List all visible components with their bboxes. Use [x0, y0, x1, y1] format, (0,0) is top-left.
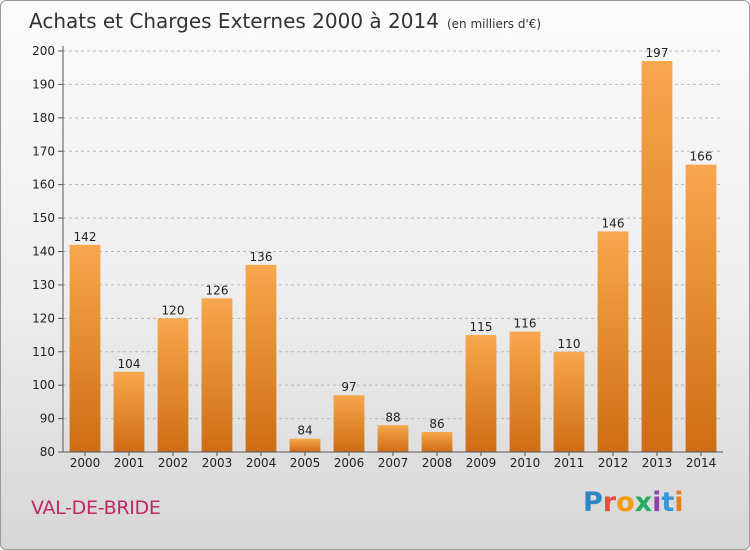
- y-tick-label: 150: [32, 211, 55, 225]
- bar: [553, 351, 585, 452]
- x-tick-label: 2003: [202, 456, 233, 470]
- logo-letter: r: [602, 487, 617, 518]
- x-tick-label: 2005: [290, 456, 321, 470]
- bar: [641, 61, 673, 453]
- y-tick-label: 130: [32, 278, 55, 292]
- x-tick-label: 2009: [466, 456, 497, 470]
- logo-letter: x: [634, 487, 653, 518]
- y-tick-label: 170: [32, 144, 55, 158]
- y-tick-label: 180: [32, 111, 55, 125]
- logo-letter: i: [674, 487, 684, 518]
- logo-letter: t: [661, 487, 675, 518]
- y-tick-label: 160: [32, 178, 55, 192]
- data-label: 142: [74, 230, 97, 244]
- bar: [245, 264, 277, 452]
- data-label: 120: [162, 303, 185, 317]
- data-label: 97: [341, 380, 356, 394]
- x-tick-label: 2008: [422, 456, 453, 470]
- y-tick-label: 110: [32, 345, 55, 359]
- town-name: VAL-DE-BRIDE: [31, 497, 161, 519]
- logo-letter: i: [652, 487, 662, 518]
- bar: [113, 371, 145, 452]
- x-tick-label: 2012: [598, 456, 629, 470]
- bar: [377, 425, 409, 452]
- data-label: 197: [646, 46, 669, 60]
- y-tick-label: 120: [32, 311, 55, 325]
- data-label: 136: [250, 250, 273, 264]
- x-tick-label: 2013: [642, 456, 673, 470]
- bar: [421, 431, 453, 452]
- bar: [201, 298, 233, 452]
- data-label: 116: [514, 317, 537, 331]
- x-tick-label: 2007: [378, 456, 409, 470]
- x-tick-label: 2006: [334, 456, 365, 470]
- x-tick-label: 2010: [510, 456, 541, 470]
- bar: [333, 395, 365, 452]
- data-label: 110: [558, 337, 581, 351]
- x-tick-label: 2004: [246, 456, 277, 470]
- logo-letter: o: [616, 487, 635, 518]
- data-label: 86: [429, 417, 444, 431]
- bar: [157, 318, 189, 452]
- proxiti-logo[interactable]: Proxiti: [583, 487, 684, 518]
- data-label: 115: [470, 320, 493, 334]
- x-tick-label: 2000: [70, 456, 101, 470]
- bar: [289, 438, 321, 452]
- data-label: 166: [690, 150, 713, 164]
- data-label: 84: [297, 424, 312, 438]
- y-tick-label: 190: [32, 77, 55, 91]
- x-tick-label: 2014: [686, 456, 717, 470]
- x-tick-label: 2002: [158, 456, 189, 470]
- y-tick-label: 90: [40, 412, 55, 426]
- data-label: 104: [118, 357, 141, 371]
- logo-letter: P: [583, 487, 603, 518]
- x-tick-label: 2011: [554, 456, 585, 470]
- chart-unit: (en milliers d'€): [446, 17, 542, 31]
- chart-title: Achats et Charges Externes 2000 à 2014 (e…: [29, 9, 541, 33]
- chart-title-text: Achats et Charges Externes 2000 à 2014: [29, 9, 439, 33]
- bar: [69, 244, 101, 452]
- bar: [597, 231, 629, 452]
- x-tick-label: 2001: [114, 456, 145, 470]
- bar: [509, 331, 541, 452]
- data-label: 126: [206, 283, 229, 297]
- data-label: 146: [602, 216, 625, 230]
- bar: [685, 164, 717, 452]
- bar: [465, 335, 497, 452]
- y-tick-label: 100: [32, 378, 55, 392]
- y-tick-label: 140: [32, 245, 55, 259]
- y-tick-label: 80: [40, 445, 55, 459]
- bars: 142 104 120 126 136 84 97 88 86 115 116 110 146 197 16…: [69, 46, 717, 453]
- data-label: 88: [385, 410, 400, 424]
- axes: 80 90 100 110 120 130 140 150 160 170 180 190 200 200…: [32, 44, 723, 470]
- y-tick-label: 200: [32, 44, 55, 58]
